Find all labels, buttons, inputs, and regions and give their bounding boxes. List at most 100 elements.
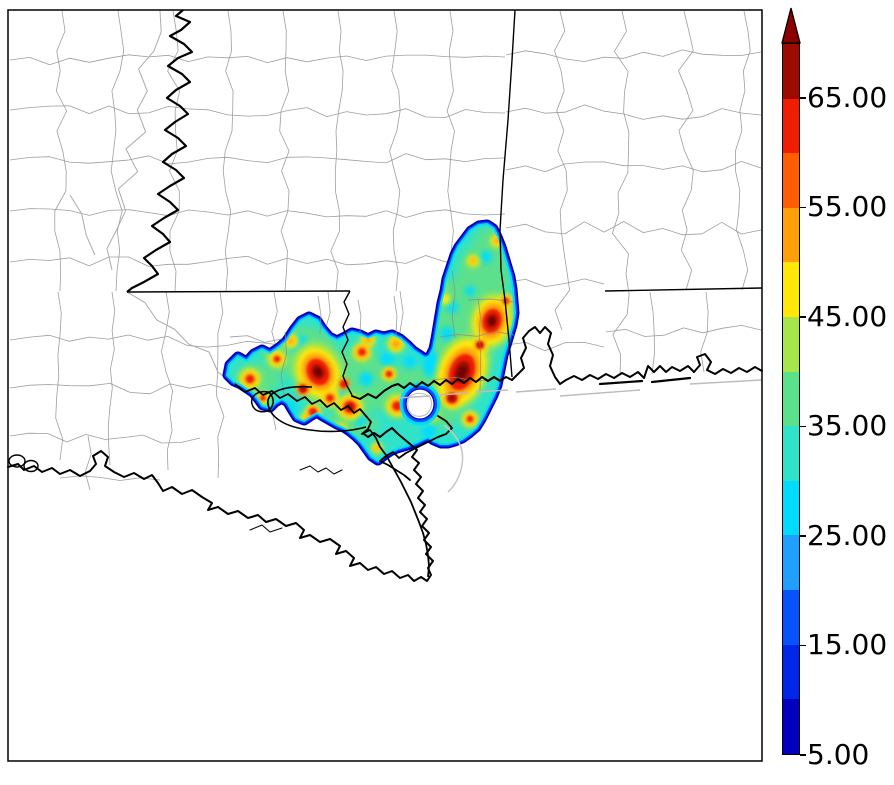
colorbar-tick	[800, 644, 806, 647]
colorbar-extend-arrow	[781, 7, 801, 44]
county-line	[612, 10, 630, 376]
horn-island-line	[437, 392, 469, 396]
colorbar-segment	[783, 153, 799, 208]
county-line	[389, 10, 401, 292]
map-frame	[7, 9, 763, 762]
county-line	[505, 342, 605, 352]
state-boundaries-group	[126, 9, 763, 396]
colorbar-segment	[783, 44, 799, 99]
colorbar-segment	[783, 699, 799, 754]
county-line	[505, 104, 762, 120]
terrebonne-marsh-line	[249, 524, 283, 533]
colorbar-tick-label: 15.00	[807, 628, 888, 662]
county-line	[330, 10, 344, 292]
county-line	[9, 105, 506, 118]
county-line	[279, 10, 290, 292]
county-line	[9, 208, 506, 218]
lake-shore-gray-line	[407, 392, 432, 417]
lake-pontchartrain-outline	[267, 385, 367, 433]
county-line	[505, 49, 762, 62]
colorbar-segment	[783, 207, 799, 263]
colorbar-tick-label: 5.00	[807, 738, 870, 771]
colorbar-tick-label: 65.00	[807, 80, 888, 114]
field-cool-patch	[446, 301, 458, 313]
county-line	[678, 10, 694, 291]
rivers-group	[126, 9, 430, 578]
perdido-key-barrier-path	[650, 376, 692, 384]
colorbar-tick-label: 45.00	[807, 299, 888, 333]
field-hotspot-core	[314, 368, 322, 376]
county-line	[735, 10, 751, 291]
field-hotspot-core	[488, 317, 496, 325]
county-line	[215, 291, 225, 479]
county-line	[222, 10, 234, 292]
colorbar-tick	[800, 96, 806, 99]
field-cool-patch	[380, 352, 394, 366]
county-line-over-field	[229, 335, 283, 343]
county-line	[110, 10, 125, 292]
county-line	[9, 383, 231, 395]
coastline-group	[7, 326, 763, 582]
lakes-group	[8, 385, 367, 473]
field-cool-patch	[422, 424, 436, 438]
colorbar-segment	[783, 426, 799, 481]
cat-ship-island-line	[397, 395, 431, 399]
colorbar-tick-label: 25.00	[807, 518, 888, 552]
gulf-coast-west-and-delta-path	[7, 427, 434, 582]
colorbar-tick	[800, 754, 806, 756]
gulf-shores-barrier-line	[559, 389, 641, 397]
lake-borgne-south-shore-path	[379, 415, 453, 481]
colorbar-segment	[783, 262, 799, 318]
colorbar-segment	[783, 317, 799, 372]
field-hotspot-contour	[274, 356, 280, 362]
field-cool-patch	[404, 356, 416, 368]
field-hotspot-contour	[300, 386, 306, 392]
chandeleur-islands-arc	[443, 424, 464, 493]
county-line-over-field	[439, 331, 515, 338]
river-parish-line	[126, 291, 236, 385]
colorbar-segment	[783, 644, 799, 700]
field-hotspot-contour	[392, 401, 402, 411]
old-channel-line	[106, 10, 162, 271]
county-line	[9, 54, 506, 66]
county-line	[446, 10, 455, 292]
field-hotspot-contour	[433, 282, 441, 290]
colorbar-segment	[783, 98, 799, 154]
field-hotspot-contour	[326, 394, 334, 402]
field-hotspot-contour	[364, 336, 372, 344]
santa-rosa-island-line	[689, 379, 763, 385]
colorbar-tick-label: 55.00	[807, 190, 888, 224]
county-line	[605, 325, 762, 337]
county-line	[649, 291, 655, 375]
county-line-over-field	[357, 299, 362, 333]
pontchartrain-masked-area	[399, 382, 441, 426]
barataria-marsh-line	[299, 465, 343, 475]
field-hotspot-contour	[287, 337, 295, 345]
petit-bois-island-line	[475, 389, 509, 393]
colorbar-segment	[783, 371, 799, 427]
al-fl-state-line	[604, 287, 763, 292]
colorbar-tick	[800, 535, 806, 537]
mississippi-sound-shore-path	[351, 326, 763, 400]
county-line-over-field	[451, 269, 456, 339]
white-lake-outline	[8, 454, 26, 468]
county-line	[554, 10, 570, 331]
old-river-channel-lines	[69, 10, 236, 385]
la-ms-state-line	[126, 290, 351, 293]
field-hotspot-contour	[358, 348, 366, 356]
field-hotspot-contour	[260, 395, 266, 401]
field-hotspot-contour	[374, 445, 380, 451]
colorbar-tick	[800, 316, 806, 318]
county-line	[505, 278, 605, 287]
field-hotspot-contour	[246, 375, 254, 383]
county-line	[505, 161, 762, 173]
field-hotspot-core	[457, 366, 467, 378]
county-line	[55, 291, 64, 461]
pearl-river-state-line	[341, 290, 353, 396]
mississippi-river-upper-path	[126, 9, 194, 293]
field-hotspot-contour	[391, 339, 401, 349]
county-line-over-field	[317, 295, 322, 335]
colorbar-tick	[800, 425, 806, 428]
county-boundaries-over-field	[229, 269, 515, 397]
